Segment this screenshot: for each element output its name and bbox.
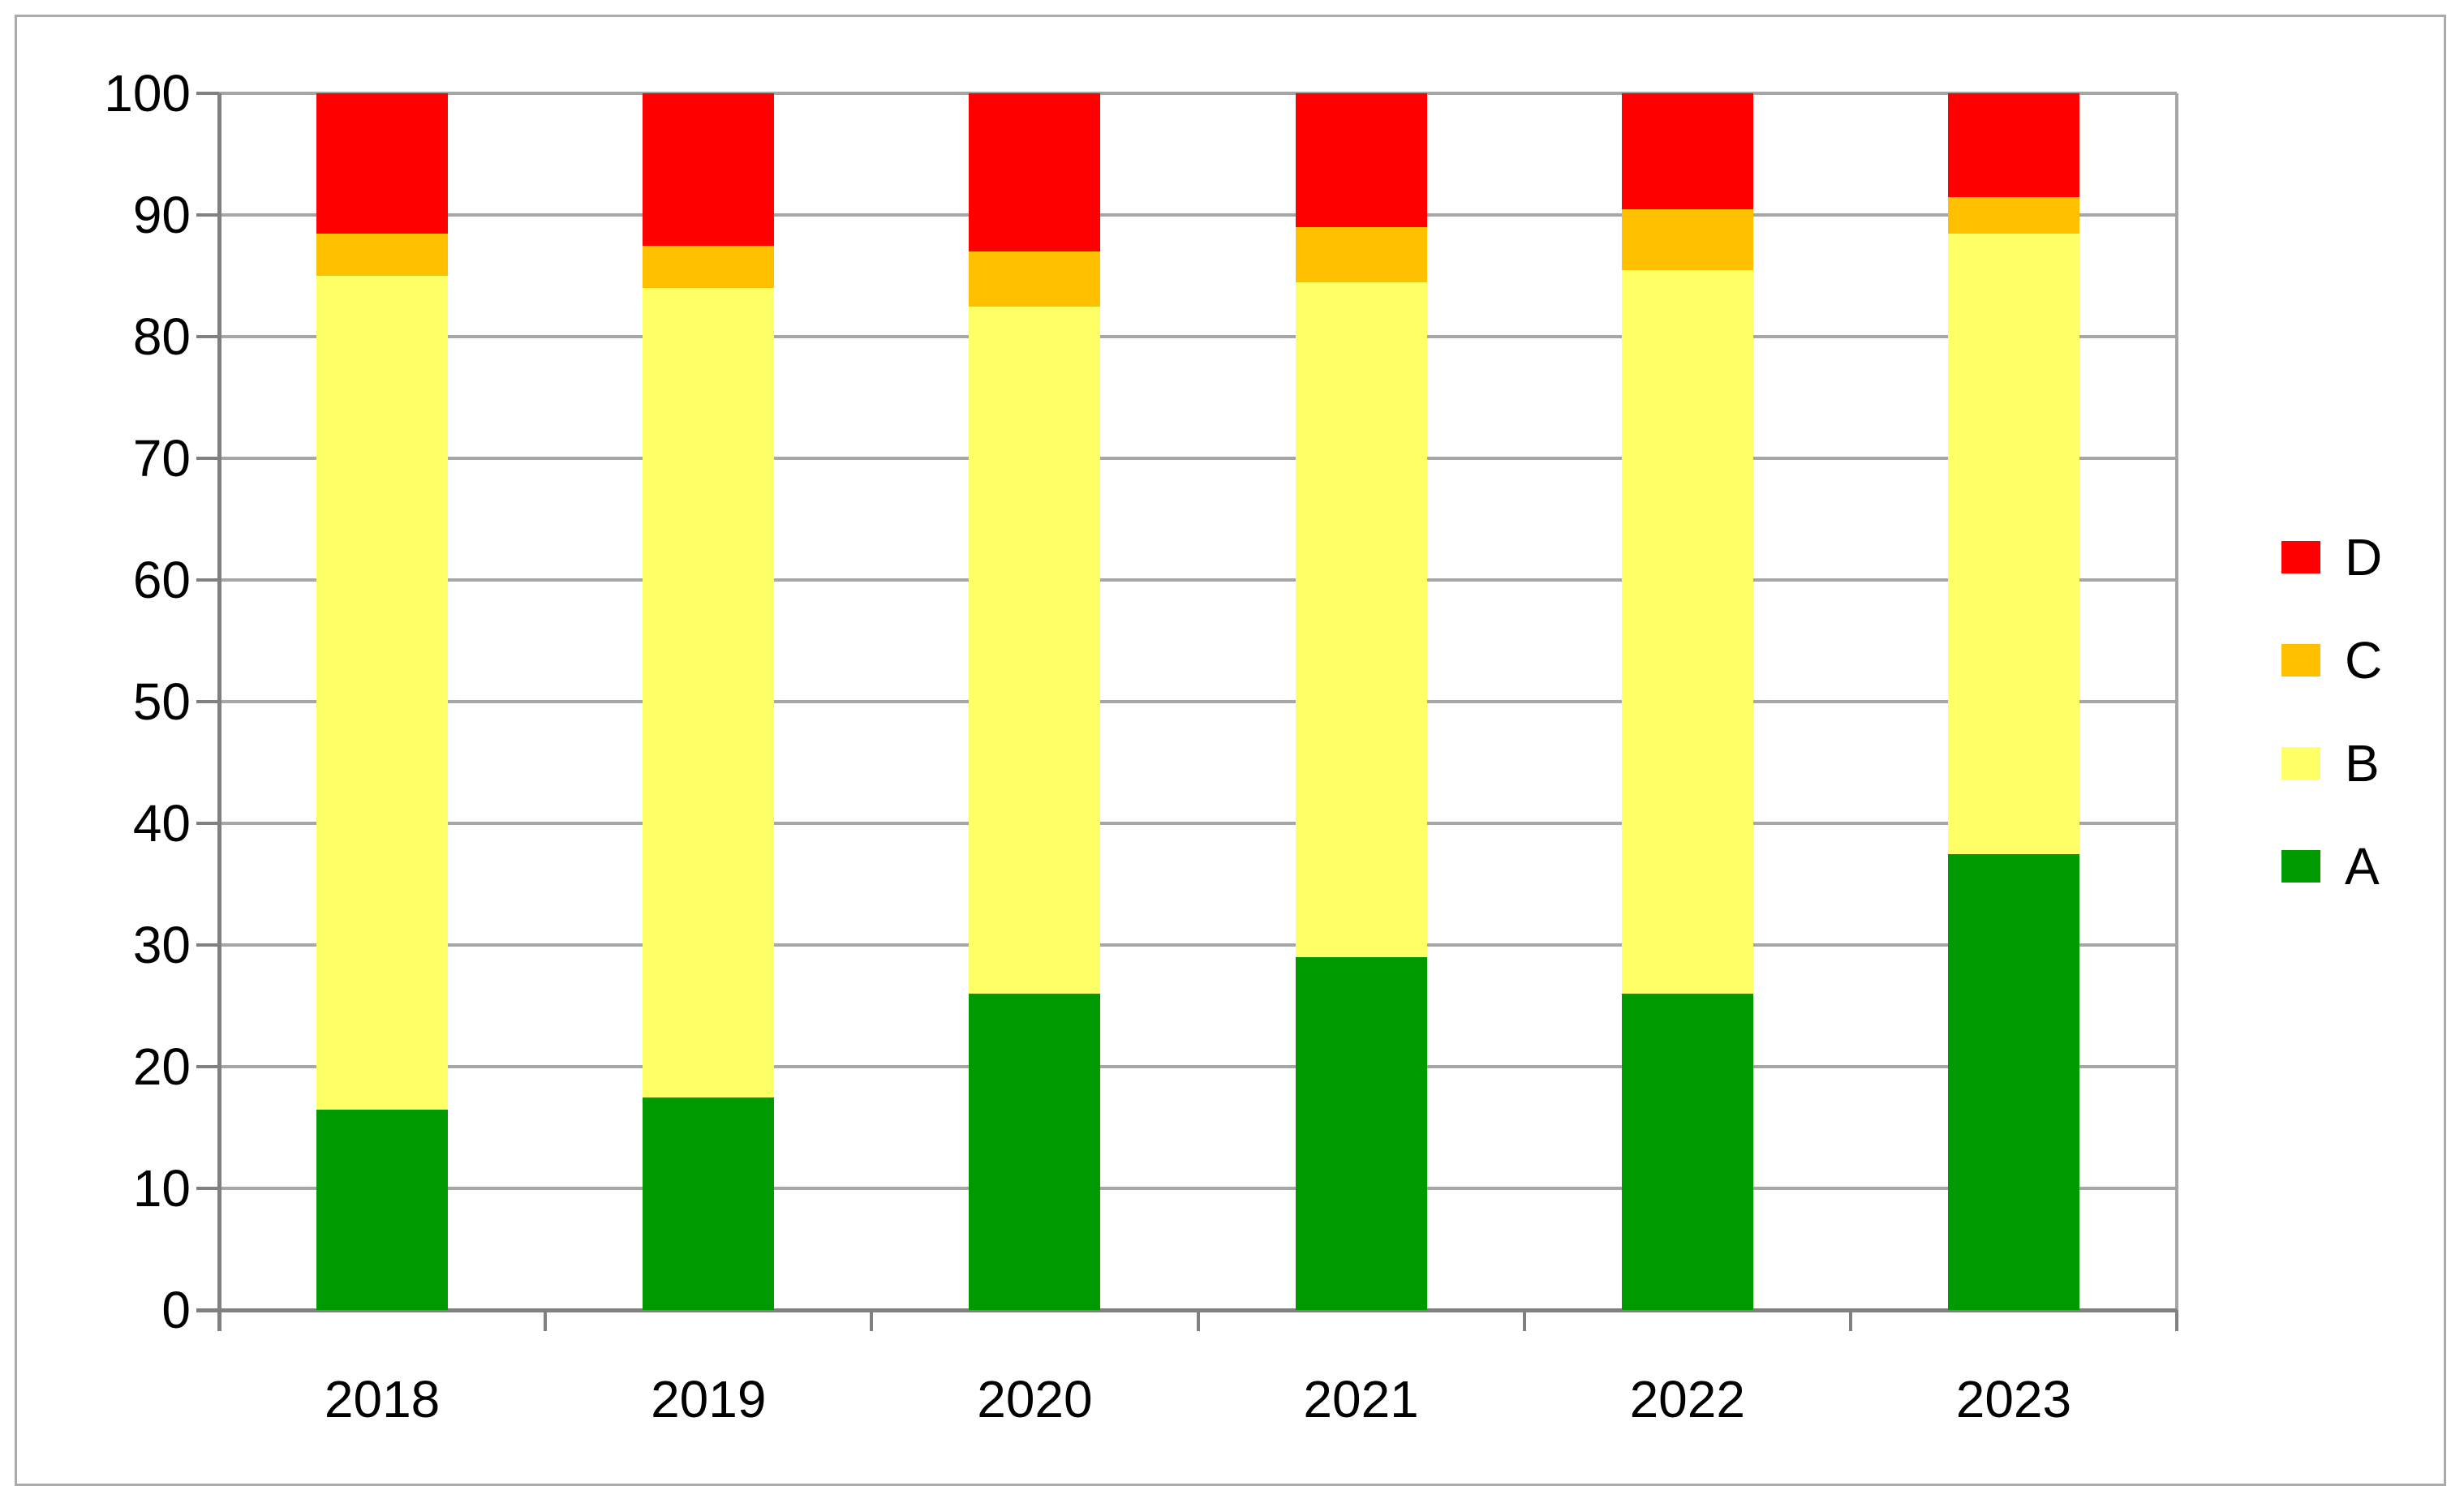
x-axis-label-2019: 2019 [651, 1370, 767, 1428]
x-axis-line [196, 1308, 2177, 1312]
legend-label-A: A [2345, 837, 2380, 896]
bar-segment-2020-B [969, 306, 1101, 994]
legend-item-D: D [2281, 521, 2464, 594]
plot-right-border [2175, 93, 2178, 1310]
bar-segment-2023-C [1947, 196, 2079, 234]
gridline-60 [219, 578, 2177, 582]
x-tick-2 [870, 1310, 874, 1331]
legend-label-D: D [2345, 528, 2383, 586]
y-axis-label-0: 0 [161, 1281, 191, 1339]
legend-swatch-A [2281, 850, 2320, 883]
bar-segment-2021-D [1295, 93, 1427, 227]
bar-segment-2022-B [1621, 269, 1753, 994]
y-tick-20 [196, 1065, 219, 1068]
bar-segment-2021-C [1295, 227, 1427, 282]
x-tick-3 [1196, 1310, 1200, 1331]
bar-segment-2019-A [643, 1097, 775, 1310]
bar-segment-2018-D [316, 93, 449, 234]
y-axis-label-70: 70 [132, 429, 191, 487]
y-axis-label-90: 90 [132, 186, 191, 244]
gridline-10 [219, 1187, 2177, 1190]
legend-swatch-C [2281, 644, 2320, 676]
y-axis-line [217, 93, 221, 1331]
bar-segment-2021-A [1295, 957, 1427, 1310]
x-tick-0 [217, 1310, 221, 1331]
x-axis-label-2018: 2018 [324, 1370, 441, 1428]
bar-segment-2018-C [316, 233, 449, 276]
bar-segment-2018-B [316, 276, 449, 1110]
gridline-100 [219, 92, 2177, 95]
bar-segment-2020-C [969, 251, 1101, 307]
y-axis-label-20: 20 [132, 1037, 191, 1096]
x-tick-1 [544, 1310, 548, 1331]
y-tick-10 [196, 1187, 219, 1190]
x-axis-label-2020: 2020 [977, 1370, 1093, 1428]
y-tick-50 [196, 700, 219, 703]
gridline-40 [219, 822, 2177, 825]
y-tick-70 [196, 457, 219, 460]
legend-item-A: A [2281, 830, 2464, 903]
y-axis-label-80: 80 [132, 307, 191, 366]
legend-label-C: C [2345, 631, 2383, 689]
legend-item-B: B [2281, 727, 2464, 800]
legend-swatch-B [2281, 747, 2320, 780]
gridline-70 [219, 457, 2177, 460]
y-axis-label-50: 50 [132, 672, 191, 731]
x-axis-label-2021: 2021 [1303, 1370, 1419, 1428]
gridline-50 [219, 700, 2177, 703]
bar-segment-2022-C [1621, 208, 1753, 270]
y-axis-label-60: 60 [132, 551, 191, 609]
x-tick-5 [1848, 1310, 1852, 1331]
x-tick-6 [2175, 1310, 2178, 1331]
bar-segment-2023-D [1947, 93, 2079, 197]
y-tick-30 [196, 943, 219, 947]
bar-segment-2018-A [316, 1109, 449, 1310]
bar-segment-2019-D [643, 93, 775, 246]
gridline-20 [219, 1065, 2177, 1068]
figure-border [15, 15, 2446, 1486]
y-tick-100 [196, 92, 219, 95]
y-tick-80 [196, 335, 219, 338]
gridline-30 [219, 943, 2177, 947]
y-axis-label-40: 40 [132, 794, 191, 853]
y-axis-label-100: 100 [104, 64, 191, 122]
gridline-80 [219, 335, 2177, 338]
legend-swatch-D [2281, 541, 2320, 573]
y-axis-label-30: 30 [132, 916, 191, 974]
x-tick-4 [1522, 1310, 1526, 1331]
bar-segment-2020-A [969, 994, 1101, 1310]
bar-segment-2022-D [1621, 93, 1753, 209]
bar-segment-2019-C [643, 245, 775, 288]
bar-segment-2023-A [1947, 853, 2079, 1310]
y-tick-90 [196, 213, 219, 217]
bar-segment-2022-A [1621, 994, 1753, 1310]
bar-segment-2020-D [969, 93, 1101, 251]
y-axis-label-10: 10 [132, 1159, 191, 1218]
bar-segment-2021-B [1295, 281, 1427, 957]
x-axis-label-2023: 2023 [1955, 1370, 2072, 1428]
y-tick-40 [196, 822, 219, 825]
gridline-90 [219, 213, 2177, 217]
bar-segment-2019-B [643, 288, 775, 1097]
bar-segment-2023-B [1947, 233, 2079, 854]
y-tick-60 [196, 578, 219, 582]
x-axis-label-2022: 2022 [1629, 1370, 1745, 1428]
legend-label-B: B [2345, 734, 2380, 792]
legend-item-C: C [2281, 624, 2464, 697]
